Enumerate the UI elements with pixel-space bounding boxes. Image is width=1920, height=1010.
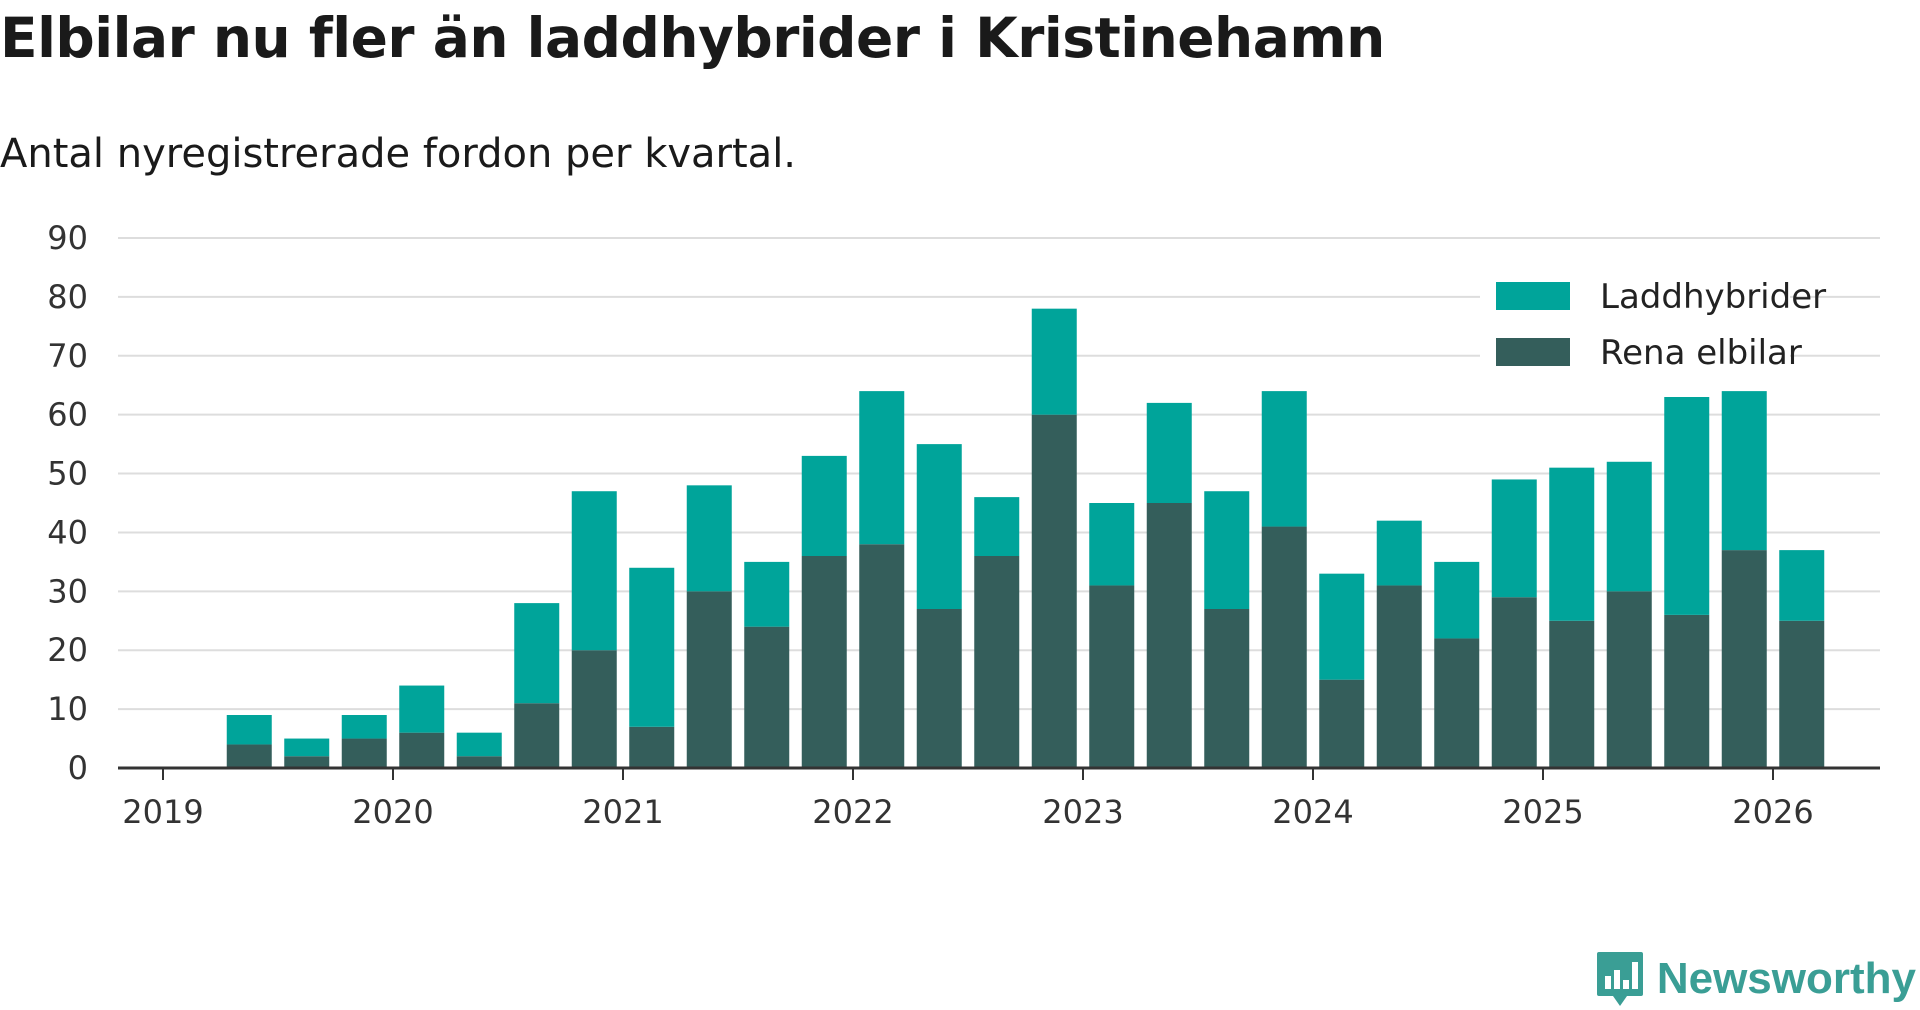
bar-rena-elbilar	[801, 556, 847, 768]
stacked-bar-chart: 0 10 20 30 40 50 60 70 80 90 2019 2020 2021 2022 2023…	[47, 219, 1880, 831]
y-tick-label: 80	[47, 278, 88, 316]
y-tick-label: 20	[47, 631, 88, 669]
bar-laddhybrider	[571, 491, 617, 651]
y-tick-label: 10	[47, 690, 88, 728]
newsworthy-logo: Newsworthy	[1595, 950, 1916, 1008]
bar-rena-elbilar	[1146, 503, 1192, 768]
bar-laddhybrider	[514, 603, 560, 704]
bar-rena-elbilar	[1089, 585, 1135, 768]
bar-laddhybrider	[1664, 397, 1710, 615]
bar-rena-elbilar	[1664, 614, 1710, 768]
x-axis: 2019 2020 2021 2022 2023 2024 2025 2026	[118, 766, 1880, 831]
bar-rena-elbilar	[226, 744, 272, 768]
bar-laddhybrider	[1204, 491, 1250, 609]
chart-subtitle: Antal nyregistrerade fordon per kvartal.	[0, 131, 797, 177]
bar-laddhybrider	[916, 444, 962, 609]
x-tick-label: 2022	[812, 793, 893, 831]
bar-rena-elbilar	[284, 756, 330, 768]
x-tick-label: 2025	[1502, 793, 1583, 831]
x-tick-label: 2023	[1042, 793, 1123, 831]
bar-rena-elbilar	[1204, 609, 1250, 768]
bar-laddhybrider	[226, 715, 272, 745]
x-tick-label: 2020	[352, 793, 433, 831]
x-tick-label: 2026	[1732, 793, 1813, 831]
legend: Laddhybrider Rena elbilar	[1480, 268, 1826, 380]
bar-rena-elbilar	[1434, 638, 1480, 768]
bar-laddhybrider	[1146, 402, 1192, 503]
bar-laddhybrider	[1779, 550, 1825, 621]
bar-rena-elbilar	[1549, 620, 1595, 768]
bar-laddhybrider	[974, 497, 1020, 556]
legend-swatch	[1496, 338, 1570, 366]
bar-laddhybrider	[1376, 520, 1422, 586]
y-tick-label: 30	[47, 572, 88, 610]
bar-laddhybrider	[1606, 461, 1652, 592]
bar-rena-elbilar	[399, 732, 445, 768]
y-tick-label: 60	[47, 396, 88, 434]
bar-laddhybrider	[341, 715, 387, 739]
bar-laddhybrider	[744, 561, 790, 627]
bar-laddhybrider	[456, 732, 502, 757]
bar-rena-elbilar	[1721, 550, 1767, 768]
bar-rena-elbilar	[916, 609, 962, 768]
legend-label: Rena elbilar	[1600, 333, 1802, 373]
bar-laddhybrider	[284, 738, 330, 757]
newsworthy-logo-icon	[1596, 952, 1643, 1006]
bar-laddhybrider	[1491, 479, 1537, 598]
bar-rena-elbilar	[456, 756, 502, 768]
bar-rena-elbilar	[974, 556, 1020, 768]
bar-rena-elbilar	[1491, 597, 1537, 768]
bar-laddhybrider	[1549, 467, 1595, 621]
y-tick-label: 50	[47, 455, 88, 493]
bar-rena-elbilar	[1376, 585, 1422, 768]
bar-rena-elbilar	[686, 591, 732, 768]
bar-laddhybrider	[1031, 308, 1077, 415]
bar-laddhybrider	[399, 685, 445, 733]
bar-rena-elbilar	[1319, 679, 1365, 768]
y-axis-tick-labels: 0 10 20 30 40 50 60 70 80 90	[47, 219, 88, 787]
bar-laddhybrider	[1319, 573, 1365, 680]
bar-rena-elbilar	[341, 738, 387, 768]
brand-name: Newsworthy	[1656, 954, 1916, 1003]
bar-rena-elbilar	[571, 650, 617, 768]
bar-laddhybrider	[859, 391, 905, 545]
y-tick-label: 70	[47, 337, 88, 375]
bar-rena-elbilar	[1031, 414, 1077, 768]
x-tick-label: 2019	[122, 793, 203, 831]
bar-laddhybrider	[1721, 391, 1767, 551]
bar-rena-elbilar	[744, 626, 790, 768]
bar-rena-elbilar	[1606, 591, 1652, 768]
x-tick-label: 2021	[582, 793, 663, 831]
chart-title: Elbilar nu fler än laddhybrider i Kristi…	[0, 6, 1385, 70]
legend-label: Laddhybrider	[1600, 277, 1826, 317]
bar-laddhybrider	[686, 485, 732, 592]
bar-rena-elbilar	[1779, 620, 1825, 768]
legend-swatch	[1496, 282, 1570, 310]
bar-rena-elbilar	[514, 703, 560, 768]
y-tick-label: 40	[47, 513, 88, 551]
bar-laddhybrider	[629, 567, 675, 727]
bars	[226, 308, 1825, 768]
bar-laddhybrider	[1261, 391, 1307, 527]
bar-rena-elbilar	[1261, 526, 1307, 768]
bar-rena-elbilar	[859, 544, 905, 768]
bar-laddhybrider	[801, 455, 847, 556]
y-tick-label: 0	[68, 749, 88, 787]
bar-rena-elbilar	[629, 726, 675, 768]
bar-laddhybrider	[1434, 561, 1480, 639]
x-tick-label: 2024	[1272, 793, 1353, 831]
y-tick-label: 90	[47, 219, 88, 257]
bar-laddhybrider	[1089, 503, 1135, 586]
